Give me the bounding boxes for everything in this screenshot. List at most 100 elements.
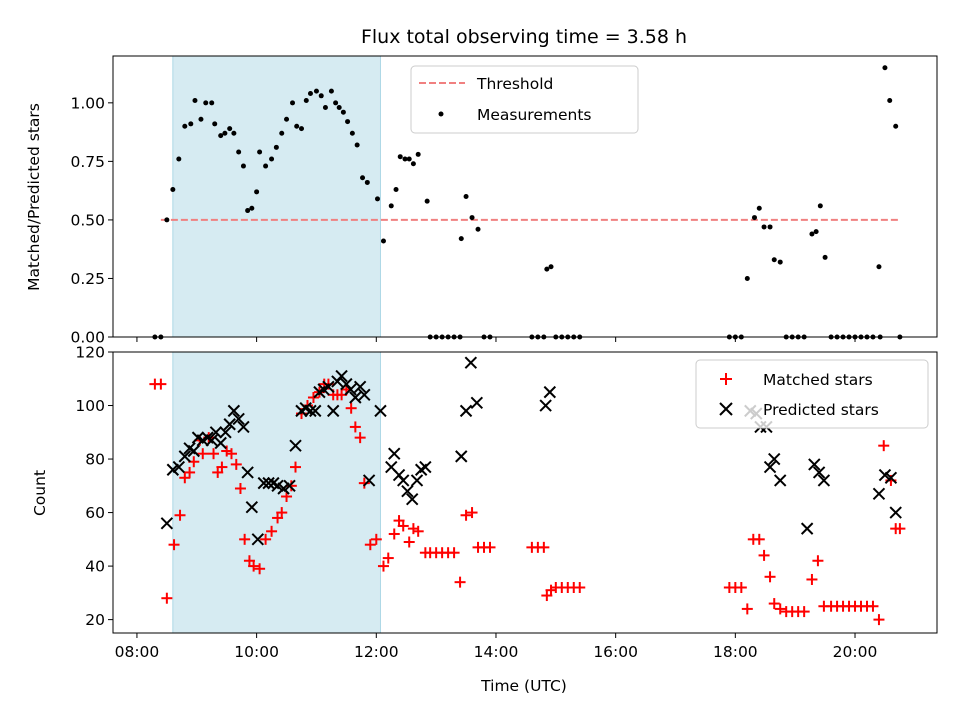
measurement-point bbox=[303, 97, 309, 103]
predicted-star-point bbox=[808, 458, 821, 471]
matched-star-point bbox=[179, 472, 191, 484]
top-legend-box bbox=[410, 65, 639, 134]
top-ytick-label: 0.75 bbox=[70, 153, 105, 171]
measurement-point bbox=[751, 215, 757, 221]
matched-star-point bbox=[412, 525, 424, 537]
measurement-point bbox=[333, 100, 339, 106]
measurement-point bbox=[170, 186, 176, 192]
predicted-star-point bbox=[172, 460, 186, 474]
measurement-point bbox=[269, 156, 275, 162]
legend-predicted-swatch bbox=[719, 402, 733, 416]
matched-star-point bbox=[260, 533, 272, 545]
measurement-point bbox=[882, 65, 888, 71]
predicted-star-point bbox=[800, 522, 814, 535]
predicted-star-point bbox=[768, 452, 781, 466]
matched-star-point bbox=[184, 466, 196, 478]
matched-star-point bbox=[574, 582, 586, 594]
measurement-point bbox=[227, 126, 233, 132]
bottom-y-ticks: 20 40 60 80 100 120 bbox=[75, 344, 113, 629]
predicted-star-point bbox=[405, 492, 419, 506]
matched-star-point bbox=[276, 507, 288, 519]
matched-star-point bbox=[388, 528, 400, 540]
matched-star-point bbox=[248, 560, 260, 572]
measurement-point bbox=[249, 205, 255, 211]
measurement-point bbox=[822, 254, 828, 260]
top-shaded-span-layer bbox=[172, 55, 381, 338]
top-ytick-label: 1.00 bbox=[70, 94, 105, 112]
matched-star-point bbox=[225, 448, 237, 460]
predicted-star-point bbox=[353, 380, 367, 393]
measurement-point bbox=[318, 93, 324, 99]
predicted-star-point bbox=[335, 369, 348, 383]
measurement-point bbox=[458, 236, 464, 242]
bottom-x-ticks: 08:00 10:00 12:00 14:00 16:00 18:00 20:00 bbox=[115, 633, 878, 661]
matched-star-point bbox=[397, 520, 409, 532]
predicted-star-point bbox=[245, 501, 259, 514]
matched-star-point bbox=[758, 549, 770, 561]
matched-star-point bbox=[161, 592, 173, 604]
matched-star-point bbox=[266, 525, 278, 537]
measurement-point bbox=[767, 224, 773, 230]
predicted-star-point bbox=[817, 474, 831, 487]
legend-threshold-label: Threshold bbox=[476, 75, 553, 93]
measurement-point bbox=[209, 100, 215, 106]
matched-star-point bbox=[753, 533, 765, 545]
measurement-point bbox=[284, 116, 290, 122]
measurement-point bbox=[182, 123, 188, 129]
matched-star-point bbox=[735, 582, 747, 594]
measurement-point bbox=[328, 88, 334, 94]
measurement-point bbox=[777, 259, 783, 265]
measurement-point bbox=[212, 121, 218, 127]
matched-star-point bbox=[806, 573, 818, 585]
measurement-point bbox=[222, 130, 228, 136]
measurement-point bbox=[406, 156, 412, 162]
measurement-point bbox=[424, 198, 430, 204]
measurement-point bbox=[279, 130, 285, 136]
measurement-point bbox=[397, 154, 403, 160]
predicted-star-point bbox=[763, 460, 777, 474]
bottom-ytick-label: 60 bbox=[85, 504, 105, 522]
measurement-point bbox=[463, 194, 469, 199]
predicted-star-point bbox=[205, 434, 218, 447]
bottom-xtick-label: 16:00 bbox=[593, 643, 638, 661]
predicted-star-point bbox=[543, 385, 557, 399]
matched-star-point bbox=[878, 440, 890, 452]
matched-star-point bbox=[538, 541, 550, 553]
predicted-star-point bbox=[419, 460, 432, 474]
measurement-point bbox=[188, 121, 194, 127]
bottom-ytick-label: 100 bbox=[75, 397, 105, 415]
predicted-star-point bbox=[309, 404, 322, 418]
measurement-point bbox=[198, 116, 204, 122]
predicted-star-point bbox=[464, 356, 478, 369]
measurement-point bbox=[164, 217, 170, 223]
measurement-point bbox=[263, 163, 269, 169]
matched-star-point bbox=[382, 552, 394, 564]
predicted-star-point bbox=[327, 404, 340, 418]
bottom-ytick-label: 80 bbox=[85, 451, 105, 469]
chart-title: Flux total observing time = 3.58 h bbox=[361, 26, 687, 48]
predicted-star-point bbox=[455, 450, 468, 463]
measurement-point bbox=[307, 90, 313, 96]
measurement-point bbox=[402, 156, 408, 162]
predicted-star-point bbox=[257, 476, 271, 490]
matched-star-point bbox=[812, 555, 824, 567]
measurement-point bbox=[893, 123, 899, 129]
bottom-xtick-label: 20:00 bbox=[833, 643, 878, 661]
measurement-point bbox=[340, 109, 346, 115]
bottom-legend-box bbox=[695, 359, 929, 429]
predicted-star-point bbox=[539, 399, 552, 412]
measurement-point bbox=[475, 226, 481, 232]
predicted-star-point bbox=[374, 404, 387, 418]
measurement-point bbox=[761, 224, 767, 230]
measurement-point bbox=[887, 97, 893, 103]
matched-star-point bbox=[197, 448, 209, 460]
matched-star-point bbox=[798, 606, 810, 618]
legend-measurements-label: Measurements bbox=[477, 106, 592, 124]
top-y-axis-label: Matched/Predicted stars bbox=[25, 103, 43, 291]
predicted-star-point bbox=[209, 426, 223, 439]
matched-star-point bbox=[358, 477, 370, 489]
predicted-star-point bbox=[349, 391, 362, 404]
measurement-point bbox=[393, 186, 399, 192]
measurement-point bbox=[813, 229, 819, 235]
predicted-star-point bbox=[289, 439, 302, 452]
